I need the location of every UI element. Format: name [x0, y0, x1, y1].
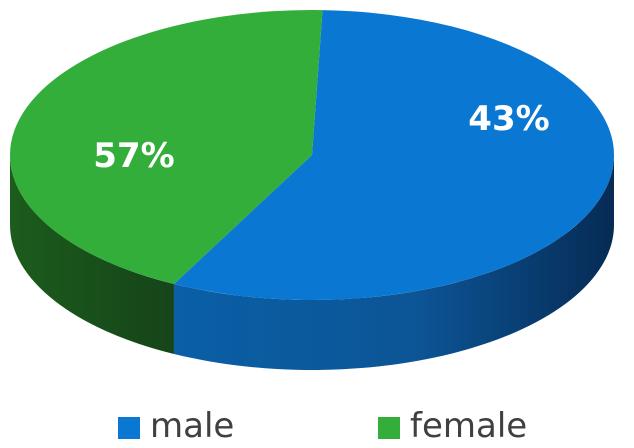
- data-label-male: 57%: [93, 136, 174, 176]
- pie-slice-female: [10, 9, 323, 284]
- data-label-female: 43%: [468, 99, 549, 139]
- pie-side-female: [10, 155, 174, 354]
- legend-swatch-male: [118, 417, 140, 439]
- legend-label-male: male: [150, 406, 235, 446]
- legend-label-female: female: [410, 406, 528, 446]
- legend-item-female: female: [378, 404, 527, 448]
- legend-swatch-female: [378, 417, 400, 439]
- legend-item-male: male: [118, 404, 234, 448]
- pie-side-male: [173, 155, 614, 370]
- legend: male female: [0, 404, 634, 448]
- pie-slice-male: [173, 10, 615, 301]
